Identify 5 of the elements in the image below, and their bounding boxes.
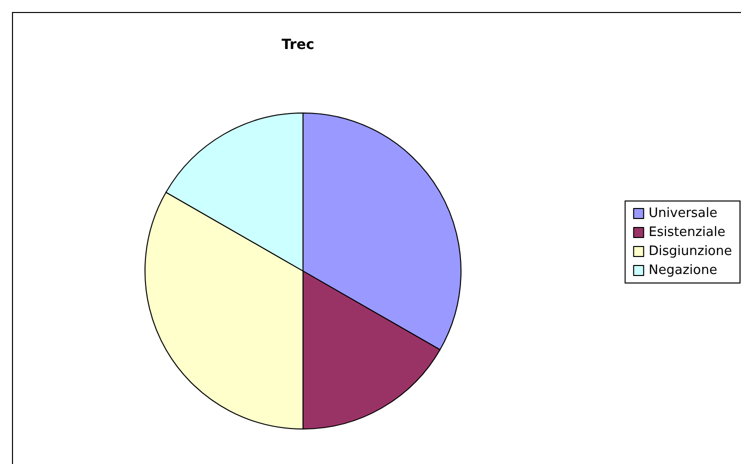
legend-label: Negazione [648, 263, 718, 278]
legend-label: Esistenziale [648, 225, 726, 240]
legend-label: Disgiunzione [648, 244, 732, 259]
chart-title: Trec [282, 37, 314, 53]
legend-label: Universale [648, 206, 718, 221]
